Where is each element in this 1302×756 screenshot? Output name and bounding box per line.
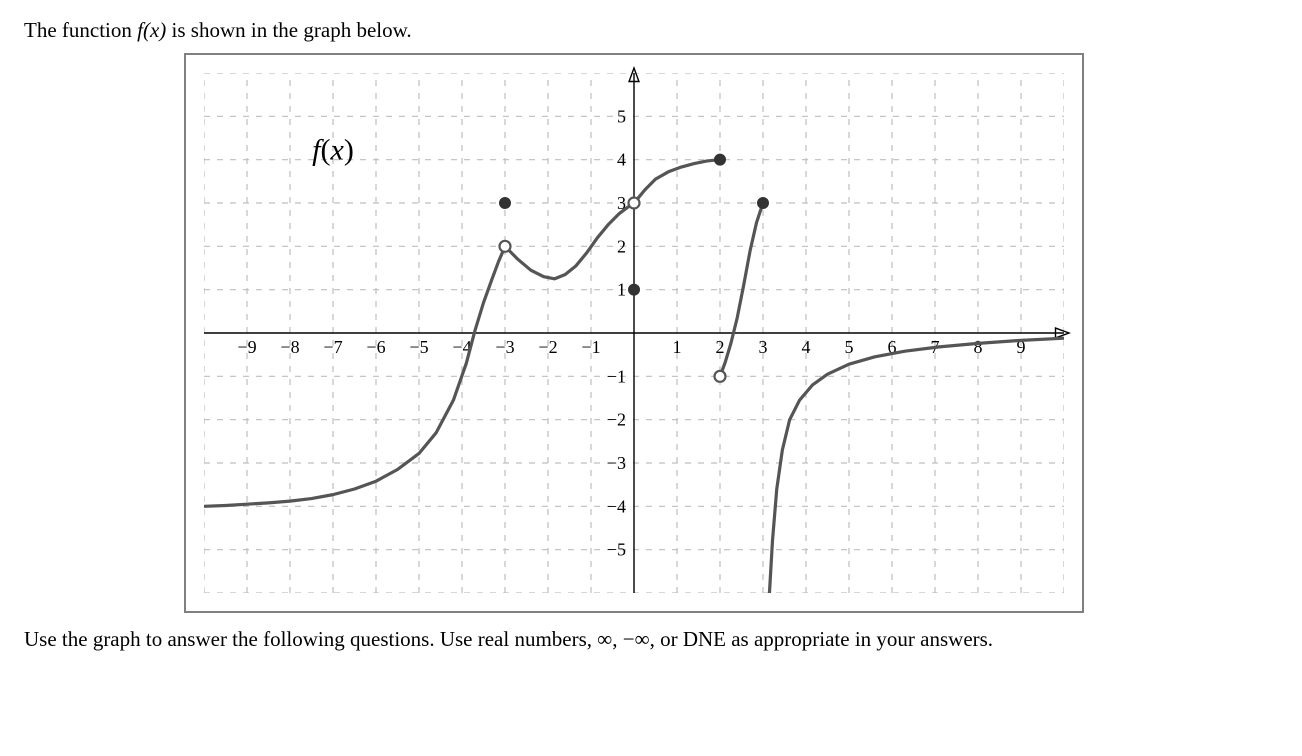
svg-text:−8: −8 <box>280 337 299 357</box>
svg-text:4: 4 <box>617 150 626 170</box>
chart-container: −9−8−7−6−5−4−3−2−1123456789−5−4−3−2−1123… <box>184 53 1084 613</box>
intro-text: The function f(x) is shown in the graph … <box>24 18 1278 43</box>
function-graph: −9−8−7−6−5−4−3−2−1123456789−5−4−3−2−1123… <box>184 53 1084 613</box>
svg-text:−4: −4 <box>607 496 626 516</box>
fx-label: f(x) <box>312 134 354 167</box>
closed-point <box>500 198 511 209</box>
svg-text:−6: −6 <box>366 337 385 357</box>
svg-text:−5: −5 <box>409 337 428 357</box>
closed-point <box>629 284 640 295</box>
svg-text:−3: −3 <box>607 453 626 473</box>
svg-text:8: 8 <box>974 337 983 357</box>
svg-text:−5: −5 <box>607 540 626 560</box>
svg-text:1: 1 <box>673 337 682 357</box>
question-instructions: Use the graph to answer the following qu… <box>24 625 1278 653</box>
svg-text:2: 2 <box>716 337 725 357</box>
svg-text:2: 2 <box>617 236 626 256</box>
intro-fn: f(x) <box>137 18 166 42</box>
open-point <box>500 241 511 252</box>
intro-post: is shown in the graph below. <box>166 18 411 42</box>
closed-point <box>715 154 726 165</box>
open-point <box>629 198 640 209</box>
svg-text:−7: −7 <box>323 337 342 357</box>
svg-text:4: 4 <box>802 337 811 357</box>
svg-text:3: 3 <box>759 337 768 357</box>
svg-text:−1: −1 <box>581 337 600 357</box>
svg-text:−3: −3 <box>495 337 514 357</box>
svg-text:−1: −1 <box>607 366 626 386</box>
open-point <box>715 371 726 382</box>
svg-text:1: 1 <box>617 280 626 300</box>
svg-text:−9: −9 <box>237 337 256 357</box>
svg-text:−2: −2 <box>607 410 626 430</box>
closed-point <box>758 198 769 209</box>
svg-text:5: 5 <box>617 106 626 126</box>
intro-pre: The function <box>24 18 137 42</box>
svg-text:5: 5 <box>845 337 854 357</box>
svg-text:−2: −2 <box>538 337 557 357</box>
